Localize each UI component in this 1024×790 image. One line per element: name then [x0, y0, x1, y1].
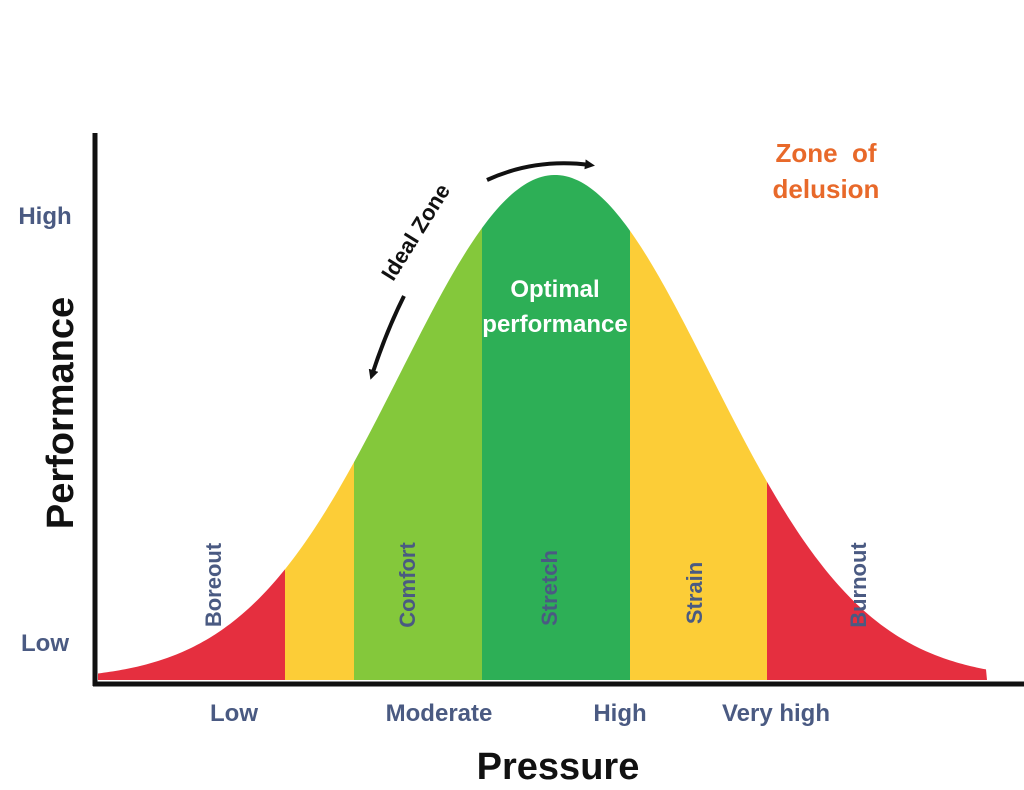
arrow-down-left: [368, 295, 406, 380]
band-stretch: [482, 175, 630, 680]
zone-label-strain: Strain: [682, 562, 707, 624]
x-tick-high: High: [593, 700, 646, 727]
band-boreout-red: [98, 175, 285, 680]
arrow-right: [486, 159, 595, 182]
band-low-yellow: [285, 175, 354, 680]
optimal-label-line1: Optimal: [510, 276, 599, 303]
zone-label-boreout: Boreout: [201, 542, 226, 627]
x-axis-title: Pressure: [477, 746, 640, 788]
x-tick-low: Low: [210, 700, 258, 727]
y-tick-high: High: [18, 203, 71, 230]
ideal-zone-label: Ideal Zone: [376, 179, 455, 285]
optimal-label-line2: performance: [482, 311, 627, 338]
x-tick-moderate: Moderate: [386, 700, 493, 727]
x-tick-very-high: Very high: [722, 700, 830, 727]
zone-label-stretch: Stretch: [537, 550, 562, 626]
zone-label-burnout: Burnout: [846, 542, 871, 628]
y-tick-low: Low: [21, 630, 69, 657]
zone-label-comfort: Comfort: [395, 542, 420, 628]
delusion-label-line1: Zone of: [775, 138, 876, 168]
y-axis-title: Performance: [40, 297, 82, 529]
delusion-label-line2: delusion: [773, 174, 880, 204]
